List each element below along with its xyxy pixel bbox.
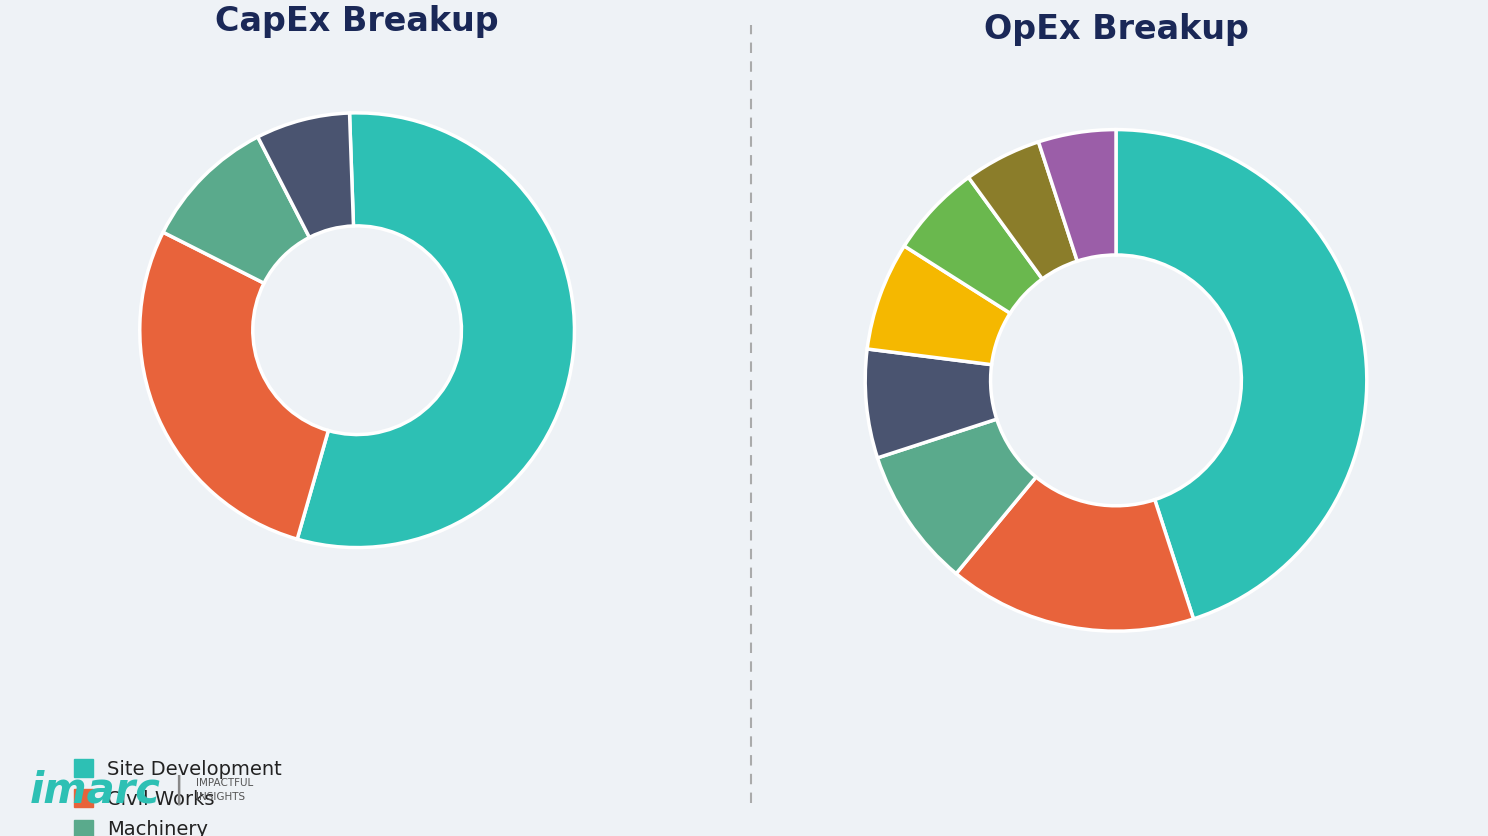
Wedge shape <box>868 246 1010 364</box>
Text: imarc: imarc <box>30 769 161 811</box>
Wedge shape <box>140 232 329 539</box>
Wedge shape <box>957 477 1193 631</box>
Wedge shape <box>257 113 354 237</box>
Text: IMPACTFUL
INSIGHTS: IMPACTFUL INSIGHTS <box>196 778 253 802</box>
Title: OpEx Breakup: OpEx Breakup <box>984 13 1248 46</box>
Text: |: | <box>174 775 183 805</box>
Wedge shape <box>164 137 310 283</box>
Wedge shape <box>969 142 1077 279</box>
Wedge shape <box>905 177 1042 314</box>
Wedge shape <box>1116 130 1367 619</box>
Title: CapEx Breakup: CapEx Breakup <box>216 5 498 38</box>
Wedge shape <box>1039 130 1116 261</box>
Legend: Site Development, Civil Works, Machinery, Others: Site Development, Civil Works, Machinery… <box>68 753 287 836</box>
Wedge shape <box>298 113 574 548</box>
Wedge shape <box>878 419 1036 573</box>
Wedge shape <box>865 349 997 458</box>
